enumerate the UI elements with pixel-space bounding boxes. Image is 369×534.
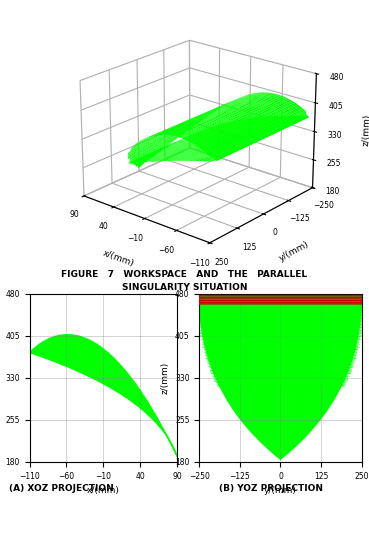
Polygon shape — [30, 335, 177, 456]
Text: (B) YOZ PROJECTION: (B) YOZ PROJECTION — [219, 484, 323, 492]
Text: (A) XOZ PROJECTION: (A) XOZ PROJECTION — [8, 484, 113, 492]
Y-axis label: y/(mm): y/(mm) — [277, 239, 310, 263]
Polygon shape — [199, 294, 362, 459]
Text: SINGULARITY SITUATION: SINGULARITY SITUATION — [122, 283, 247, 292]
Y-axis label: z/(mm): z/(mm) — [161, 362, 169, 394]
Text: FIGURE   7   WORKSPACE   AND   THE   PARALLEL: FIGURE 7 WORKSPACE AND THE PARALLEL — [61, 270, 308, 279]
X-axis label: x/(mm): x/(mm) — [87, 486, 120, 495]
X-axis label: y/(mm): y/(mm) — [264, 486, 297, 495]
X-axis label: x/(mm): x/(mm) — [102, 248, 136, 268]
